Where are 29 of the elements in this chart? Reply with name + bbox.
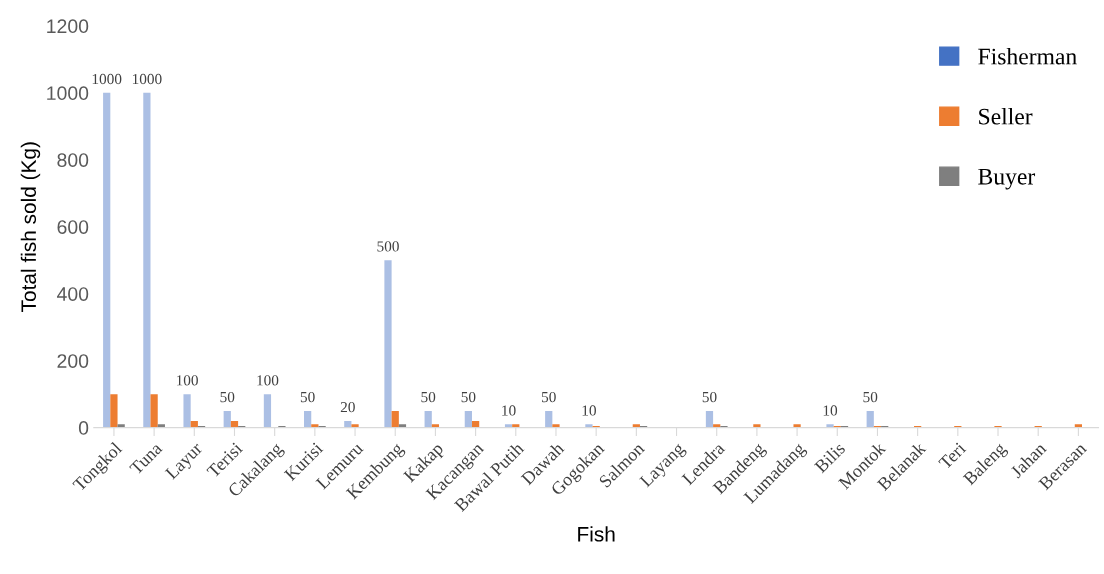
y-tick-label: 1200 (47, 19, 89, 34)
data-label: 100 (257, 375, 279, 386)
data-label: 500 (377, 241, 399, 252)
data-label: 50 (702, 391, 717, 403)
data-label: 10 (502, 405, 516, 416)
legend-label: Buyer (978, 168, 1036, 190)
data-label: 50 (421, 391, 436, 403)
data-label: 50 (461, 391, 476, 403)
data-label: 10 (582, 405, 596, 416)
data-label: 50 (541, 391, 556, 403)
y-axis-title: Total fish sold (Kg) (20, 142, 41, 312)
legend-label: Seller (979, 107, 1033, 125)
y-tick-label: 400 (56, 287, 89, 301)
data-label: 1000 (132, 73, 162, 85)
legend-label: Fisherman (978, 47, 1077, 65)
data-label: 20 (340, 401, 355, 413)
y-tick-label: 1000 (47, 86, 89, 101)
data-label: 50 (220, 391, 235, 403)
x-axis-title: Fish (578, 526, 615, 542)
x-tick-label: Tuna (129, 441, 163, 476)
y-tick-label: 0 (78, 421, 89, 435)
data-label: 100 (176, 375, 198, 386)
data-label: 10 (823, 405, 838, 416)
y-tick-label: 200 (57, 354, 89, 368)
y-tick-label: 600 (57, 220, 89, 234)
y-tick-label: 800 (57, 153, 89, 167)
data-label: 1000 (92, 73, 122, 85)
data-label: 50 (300, 391, 315, 403)
data-label: 50 (863, 391, 878, 403)
